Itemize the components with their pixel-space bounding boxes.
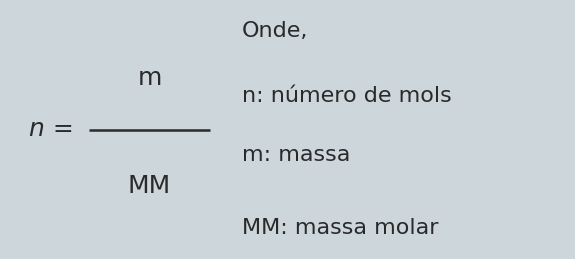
Text: m: m <box>137 66 162 90</box>
Text: m: massa: m: massa <box>242 145 350 166</box>
Text: Onde,: Onde, <box>242 21 308 41</box>
Text: n =: n = <box>29 118 74 141</box>
Text: MM: massa molar: MM: massa molar <box>242 218 438 238</box>
Text: n: número de mols: n: número de mols <box>242 86 451 106</box>
Text: MM: MM <box>128 175 171 198</box>
